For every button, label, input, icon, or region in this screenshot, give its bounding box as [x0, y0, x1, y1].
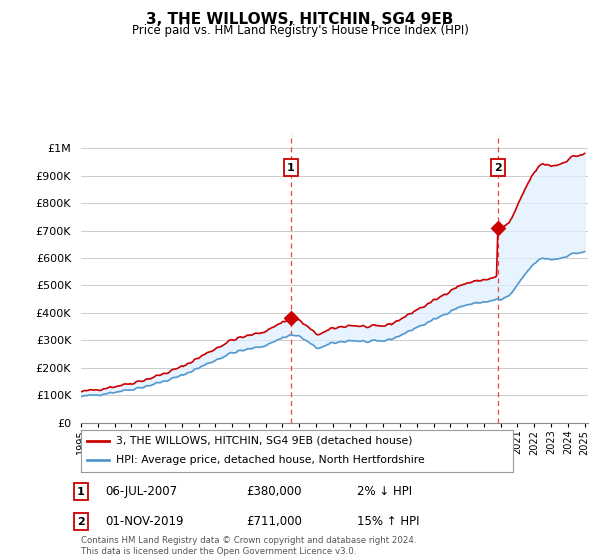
Text: 1: 1 [77, 487, 85, 497]
Text: Contains HM Land Registry data © Crown copyright and database right 2024.
This d: Contains HM Land Registry data © Crown c… [81, 536, 416, 556]
Text: £711,000: £711,000 [246, 515, 302, 529]
Text: 1: 1 [287, 162, 295, 172]
Text: 01-NOV-2019: 01-NOV-2019 [105, 515, 184, 529]
Point [286, 314, 296, 323]
Text: Price paid vs. HM Land Registry's House Price Index (HPI): Price paid vs. HM Land Registry's House … [131, 24, 469, 37]
Text: 2% ↓ HPI: 2% ↓ HPI [357, 485, 412, 498]
Text: 2: 2 [494, 162, 502, 172]
Text: 3, THE WILLOWS, HITCHIN, SG4 9EB: 3, THE WILLOWS, HITCHIN, SG4 9EB [146, 12, 454, 27]
Text: 2: 2 [77, 517, 85, 527]
Text: 06-JUL-2007: 06-JUL-2007 [105, 485, 177, 498]
Text: £380,000: £380,000 [246, 485, 302, 498]
Point [493, 223, 503, 232]
Text: 15% ↑ HPI: 15% ↑ HPI [357, 515, 419, 529]
Text: 3, THE WILLOWS, HITCHIN, SG4 9EB (detached house): 3, THE WILLOWS, HITCHIN, SG4 9EB (detach… [116, 436, 412, 446]
Text: HPI: Average price, detached house, North Hertfordshire: HPI: Average price, detached house, Nort… [116, 455, 424, 465]
